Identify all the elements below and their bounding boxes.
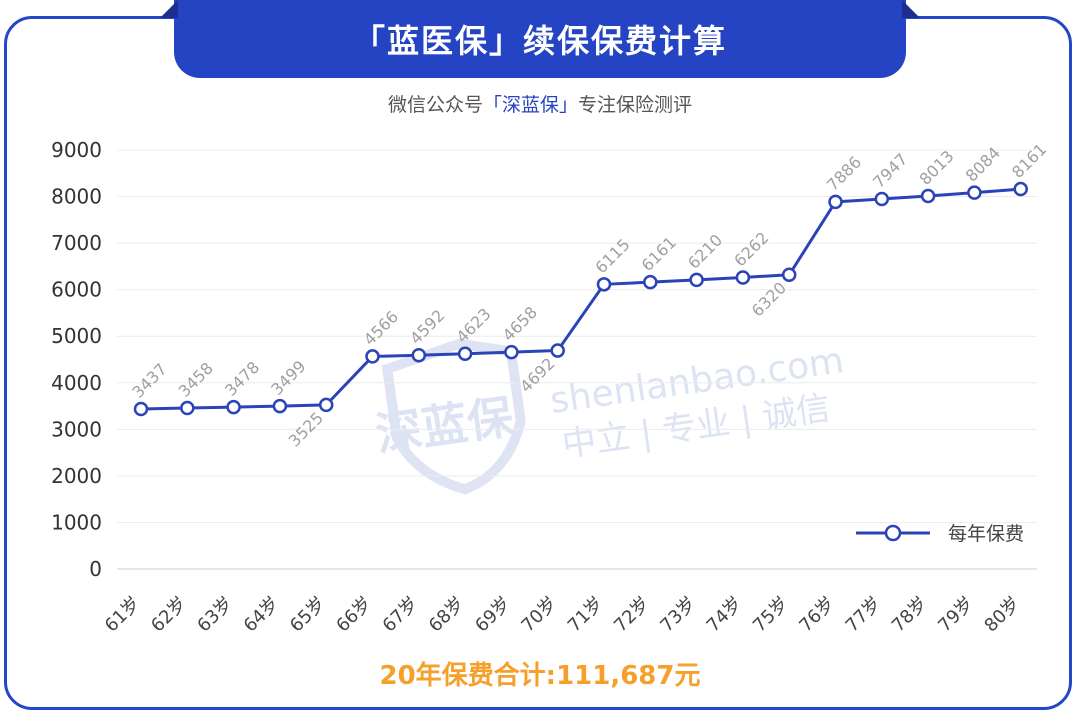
y-tick-label: 3000 xyxy=(51,417,102,441)
total-premium: 20年保费合计:111,687元 xyxy=(379,661,701,691)
data-label: 4566 xyxy=(360,307,402,349)
data-label: 3458 xyxy=(175,359,217,401)
data-label: 7947 xyxy=(869,150,911,192)
legend-marker-icon xyxy=(884,524,902,542)
data-label: 3499 xyxy=(267,357,309,399)
watermark: 深蓝保 shenlanbao.com 中立 | 专业 | 诚信 xyxy=(373,338,846,495)
data-point xyxy=(874,191,890,207)
x-tick-label: 66岁 xyxy=(332,593,376,637)
data-point xyxy=(550,343,565,358)
subtitle-suffix: 专注保险测评 xyxy=(578,94,693,116)
legend-label: 每年保费 xyxy=(948,523,1024,545)
x-tick-label: 62岁 xyxy=(147,593,191,637)
chart-title: 「蓝医保」续保保费计算 xyxy=(352,22,727,60)
data-label: 6115 xyxy=(591,235,633,277)
x-tick-label: 80岁 xyxy=(980,593,1024,637)
x-tick-label: 78岁 xyxy=(888,593,932,637)
subtitle-brand: 「深蓝保」 xyxy=(482,94,578,116)
data-point xyxy=(1013,181,1028,197)
data-point xyxy=(828,194,843,210)
data-point xyxy=(226,399,241,415)
y-tick-label: 0 xyxy=(89,557,102,581)
data-point xyxy=(457,346,473,362)
y-tick-label: 7000 xyxy=(51,231,102,255)
data-point xyxy=(967,185,982,200)
data-label: 3478 xyxy=(221,358,263,400)
grid-lines xyxy=(117,149,1037,570)
chart-frame xyxy=(4,16,1072,710)
data-point xyxy=(272,398,288,414)
x-tick-label: 70岁 xyxy=(517,593,561,637)
data-label: 6210 xyxy=(684,230,726,272)
x-tick-label: 73岁 xyxy=(656,593,700,637)
x-tick-label: 69岁 xyxy=(471,593,515,637)
x-tick-label: 74岁 xyxy=(703,593,747,637)
data-point xyxy=(133,401,149,417)
x-tick-label: 65岁 xyxy=(286,593,330,637)
x-tick-label: 71岁 xyxy=(564,593,608,637)
data-label: 8161 xyxy=(1008,140,1050,182)
data-label: 6161 xyxy=(638,233,680,275)
x-axis: 61岁 62岁 63岁 64岁 65岁 66岁 67岁 68岁 69岁 70岁 71岁 72岁 73岁 7… xyxy=(101,593,1024,637)
y-tick-label: 4000 xyxy=(51,371,102,395)
data-label: 4623 xyxy=(452,304,494,346)
data-point xyxy=(318,397,334,413)
data-point xyxy=(643,274,658,290)
data-point xyxy=(920,188,936,204)
data-label: 6262 xyxy=(730,228,772,270)
title-banner: 「蓝医保」续保保费计算 xyxy=(160,0,920,78)
x-tick-label: 79岁 xyxy=(934,593,978,637)
data-point xyxy=(781,267,797,283)
data-point xyxy=(411,347,427,363)
watermark-shield-icon xyxy=(381,338,526,495)
data-label: 6320 xyxy=(748,278,790,320)
data-point xyxy=(180,400,195,416)
x-tick-label: 72岁 xyxy=(610,593,654,637)
series-line xyxy=(140,187,1021,411)
data-point xyxy=(596,277,612,292)
data-point xyxy=(689,272,704,288)
y-tick-label: 8000 xyxy=(51,185,102,209)
data-point xyxy=(735,270,751,285)
chart-subtitle: 微信公众号「深蓝保」专注保险测评 xyxy=(0,90,1080,117)
x-tick-label: 68岁 xyxy=(425,593,469,637)
y-tick-label: 1000 xyxy=(51,510,102,534)
data-label: 4592 xyxy=(406,306,448,348)
x-tick-label: 67岁 xyxy=(379,593,423,637)
data-label: 8013 xyxy=(915,147,957,189)
data-label: 4658 xyxy=(499,303,541,345)
x-tick-label: 64岁 xyxy=(240,593,284,637)
y-tick-label: 2000 xyxy=(51,464,102,488)
subtitle-prefix: 微信公众号 xyxy=(387,94,483,116)
x-tick-label: 77岁 xyxy=(842,593,886,637)
data-point xyxy=(365,349,380,364)
y-tick-label: 5000 xyxy=(51,324,102,348)
y-tick-label: 6000 xyxy=(51,278,102,302)
x-tick-label: 75岁 xyxy=(749,593,793,637)
data-point xyxy=(504,344,519,360)
x-tick-label: 76岁 xyxy=(795,593,839,637)
data-label: 3437 xyxy=(128,360,170,402)
y-tick-label: 9000 xyxy=(51,138,102,162)
y-axis: 0 1000 2000 3000 4000 5000 6000 7000 8000 9000 xyxy=(51,138,102,581)
x-tick-label: 61岁 xyxy=(101,593,145,637)
x-tick-label: 63岁 xyxy=(193,593,237,637)
legend: 每年保费 xyxy=(856,523,1024,545)
data-label: 7886 xyxy=(823,152,865,194)
